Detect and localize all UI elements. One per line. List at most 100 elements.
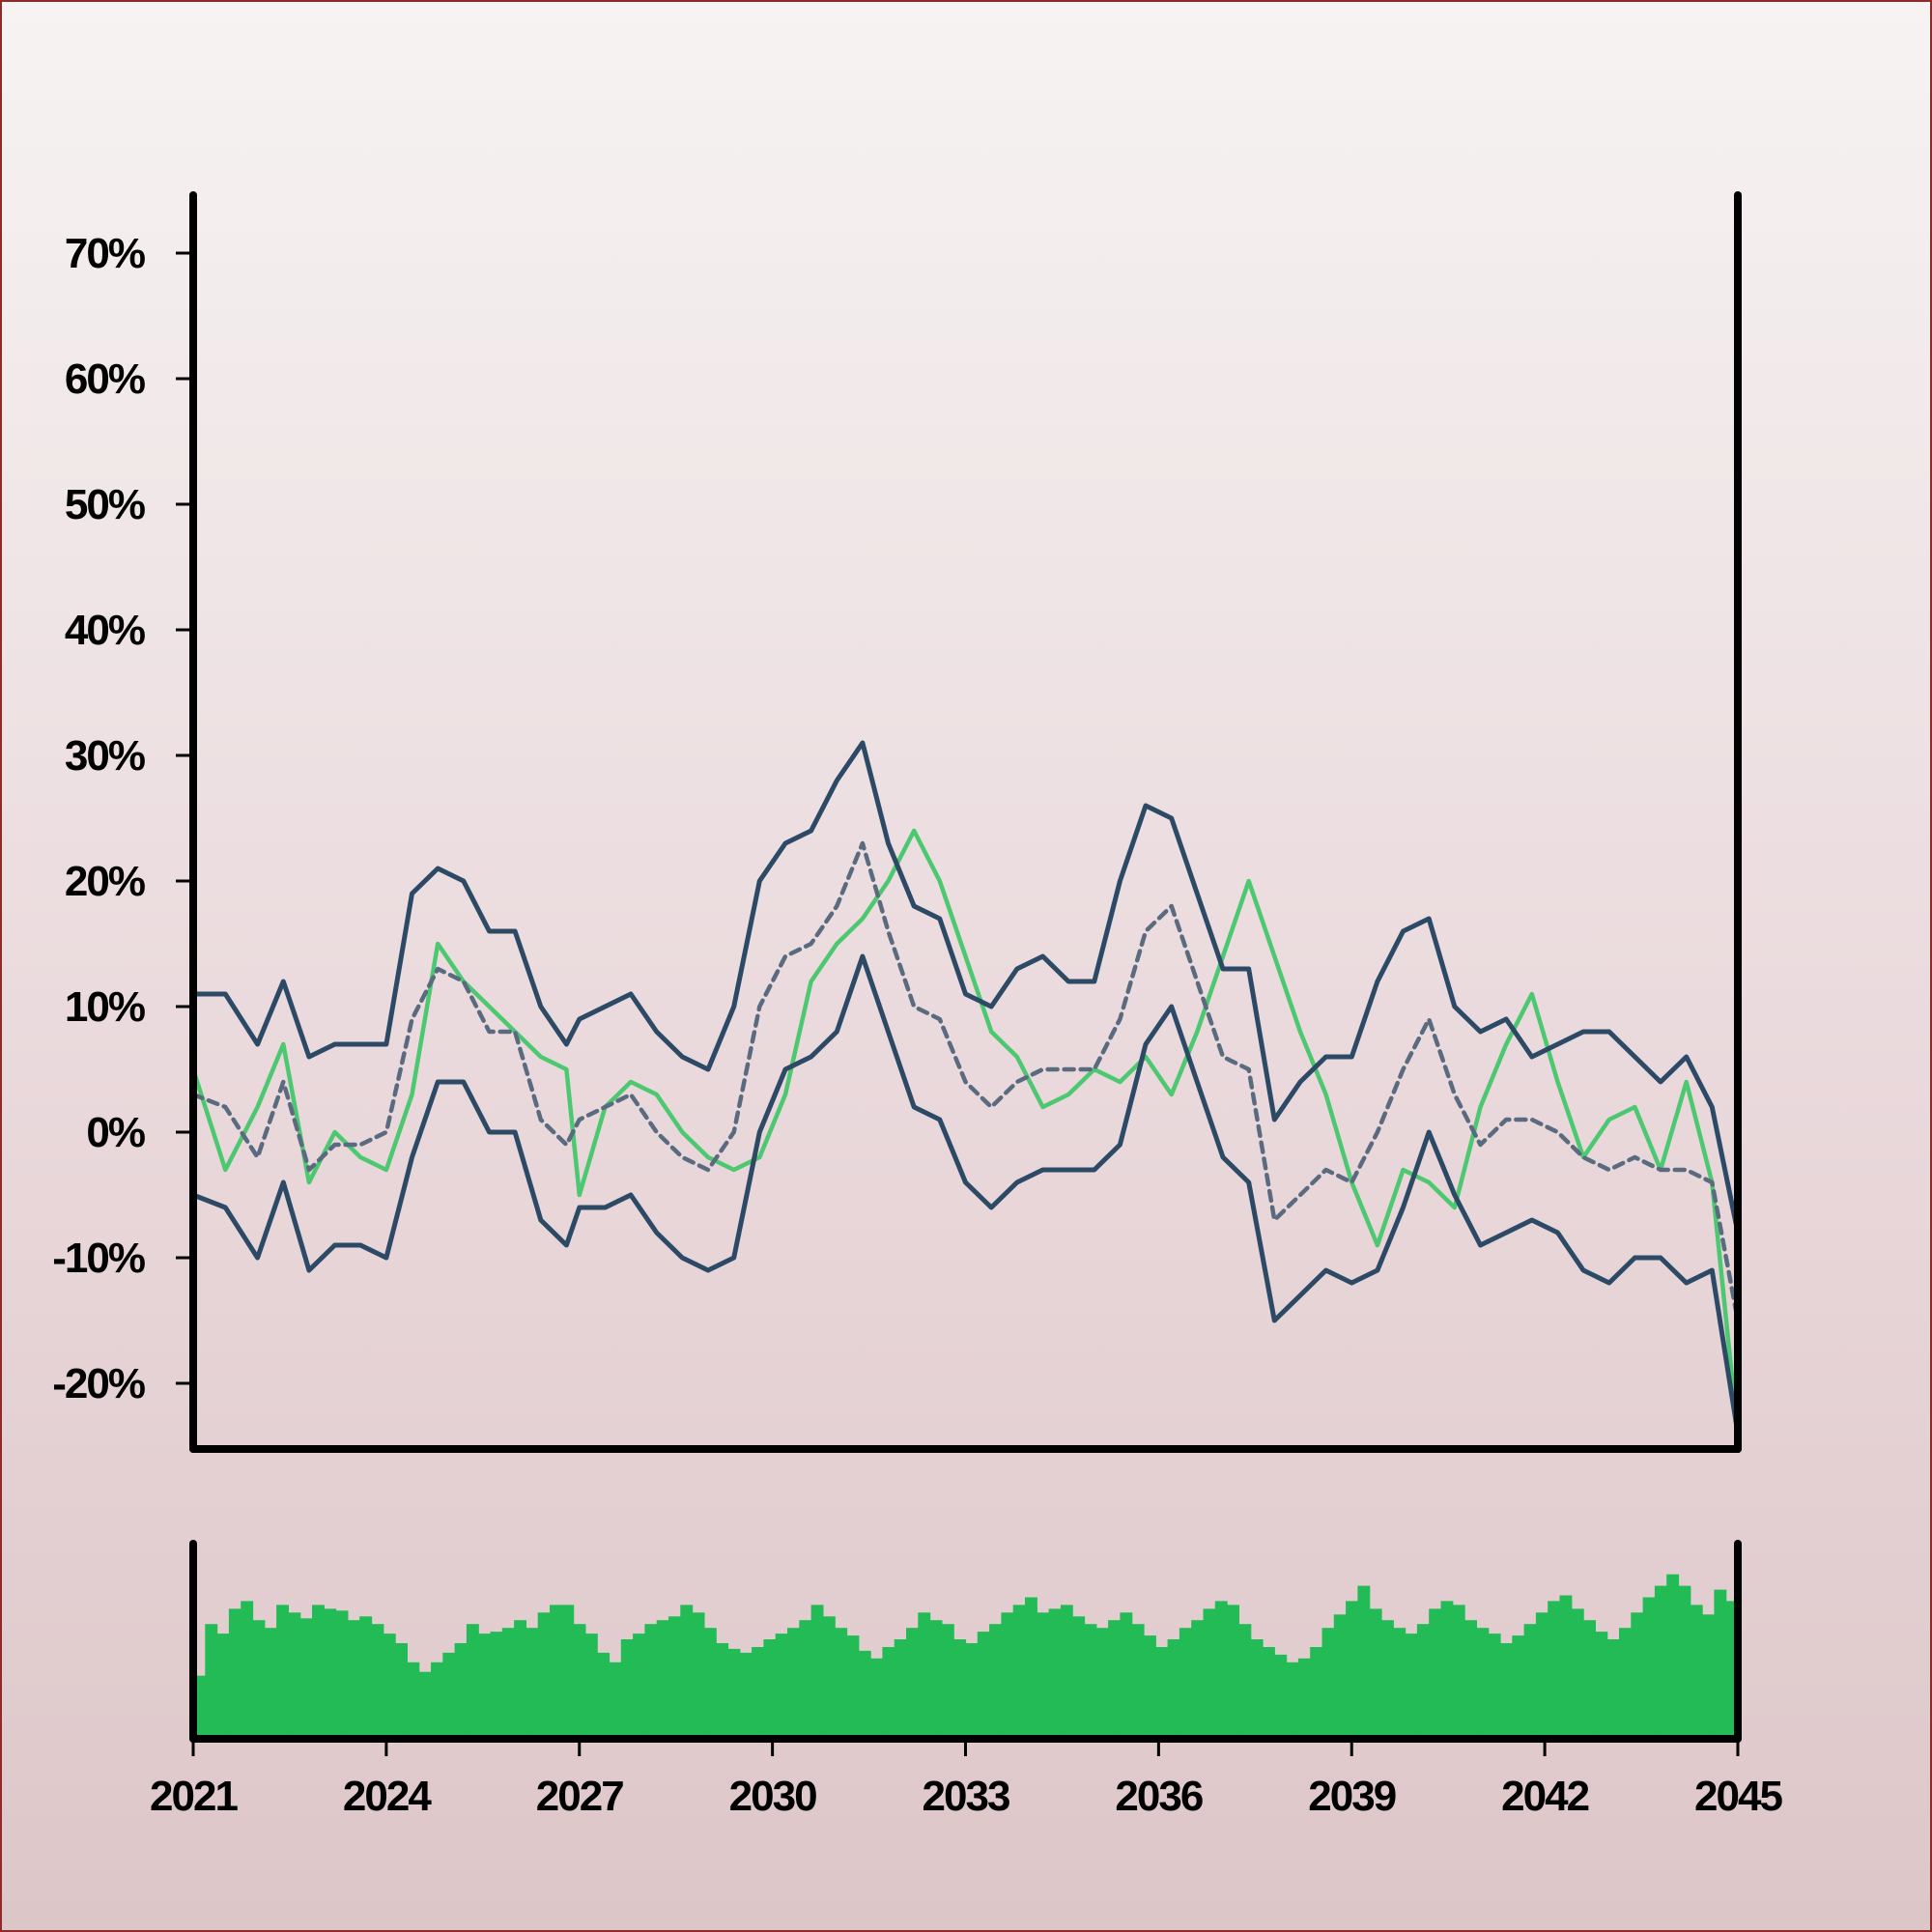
volume-bar [1512, 1635, 1525, 1739]
volume-bar [1642, 1597, 1656, 1739]
y-tick-label: 0% [86, 1109, 144, 1156]
volume-bar [1548, 1601, 1561, 1739]
y-tick-label: 60% [65, 355, 145, 403]
volume-bar [620, 1639, 634, 1739]
volume-bar [1072, 1616, 1086, 1739]
volume-bar [787, 1628, 800, 1739]
volume-bar [680, 1605, 694, 1739]
volume-bar [1227, 1605, 1239, 1739]
volume-bar [953, 1639, 967, 1739]
y-tick-label: 20% [65, 858, 145, 905]
volume-bar [1060, 1605, 1073, 1739]
volume-bar [1595, 1632, 1608, 1739]
volume-bar [1191, 1620, 1205, 1739]
volume-bar [252, 1620, 266, 1739]
volume-bar [1583, 1620, 1596, 1739]
volume-bar [442, 1652, 456, 1739]
price-line [190, 828, 1741, 1436]
volume-bar [977, 1632, 990, 1739]
x-tick-label: 2021 [150, 1773, 238, 1820]
volume-bar [264, 1628, 277, 1739]
volume-bar [241, 1601, 254, 1739]
y-tick-label: 70% [65, 230, 145, 277]
volume-bar [799, 1620, 812, 1739]
volume-bar [584, 1634, 598, 1739]
volume-bar [941, 1624, 954, 1739]
volume-bar [1619, 1628, 1632, 1739]
volume-bar [1310, 1647, 1323, 1739]
volume-bar [371, 1624, 384, 1739]
middle-band-line [190, 840, 1741, 1323]
x-tick-label: 2045 [1694, 1773, 1782, 1820]
volume-bar [299, 1618, 313, 1739]
volume-bar [1369, 1608, 1382, 1739]
volume-bar [929, 1620, 943, 1739]
volume-bar [1393, 1628, 1406, 1739]
volume-bar [288, 1612, 301, 1739]
volume-bar [1559, 1595, 1573, 1739]
volume-bar [763, 1639, 777, 1739]
volume-bar [561, 1605, 575, 1739]
volume-bar [1381, 1620, 1394, 1739]
volume-bar [1025, 1597, 1037, 1739]
volume-bar [858, 1650, 871, 1739]
volume-bar [395, 1643, 408, 1739]
volume-bar [228, 1608, 242, 1739]
volume-bar [466, 1624, 479, 1739]
volume-bar [1346, 1601, 1358, 1739]
volume-bar [644, 1624, 658, 1739]
x-tick-label: 2036 [1115, 1773, 1202, 1820]
y-tick-label: -10% [52, 1235, 145, 1282]
x-tick-label: 2039 [1308, 1773, 1395, 1820]
volume-bar [1333, 1614, 1347, 1739]
volume-bar [1714, 1589, 1727, 1739]
volume-bar [752, 1647, 764, 1739]
volume-bar [1702, 1614, 1715, 1739]
volume-bar [478, 1634, 492, 1739]
volume-bar [656, 1620, 669, 1739]
volume-bar [668, 1616, 681, 1739]
volume-bar [846, 1635, 860, 1739]
y-tick-label: 40% [65, 607, 145, 654]
volume-bar [1666, 1574, 1680, 1739]
volume-bar [727, 1648, 741, 1739]
volume-bar [312, 1605, 325, 1739]
volume-bar [1238, 1624, 1252, 1739]
y-tick-label: -20% [52, 1360, 145, 1407]
volume-bar [324, 1608, 337, 1739]
volume-bar [1606, 1639, 1620, 1739]
volume-bar [822, 1616, 836, 1739]
volume-bar [1571, 1608, 1584, 1739]
lower-band-line [190, 953, 1741, 1436]
volume-bar [573, 1624, 586, 1739]
volume-bar [1167, 1639, 1180, 1739]
volume-bar [1678, 1585, 1691, 1739]
volume-bar [609, 1662, 622, 1739]
volume-bar [965, 1643, 979, 1739]
axes-layer: -20% -10% 0% 10% 20% 30% 40% 50% 60% 70% 2021 2024 2… [52, 191, 1784, 1820]
y-tick-label: 50% [65, 481, 145, 528]
volume-bar [1631, 1612, 1644, 1739]
volume-bar [1214, 1601, 1228, 1739]
x-tick-label: 2024 [343, 1773, 432, 1820]
volume-bar [454, 1643, 468, 1739]
volume-bar [1120, 1612, 1133, 1739]
volume-bar [1429, 1608, 1442, 1739]
volume-bar [1452, 1605, 1465, 1739]
y-tick-label: 10% [65, 983, 145, 1031]
volume-bar [775, 1634, 788, 1739]
volume-bar [894, 1639, 907, 1739]
volume-bar [205, 1624, 218, 1739]
volume-bar [1131, 1624, 1145, 1739]
volume-bar [1108, 1620, 1121, 1739]
volume-bar [514, 1620, 526, 1739]
volume-bar [501, 1628, 515, 1739]
volume-bar [882, 1647, 895, 1739]
volume-bar [383, 1634, 396, 1739]
x-tick-label: 2042 [1501, 1773, 1588, 1820]
volume-bar [692, 1612, 705, 1739]
volume-bar [1048, 1608, 1062, 1739]
volume-bar [407, 1662, 420, 1739]
